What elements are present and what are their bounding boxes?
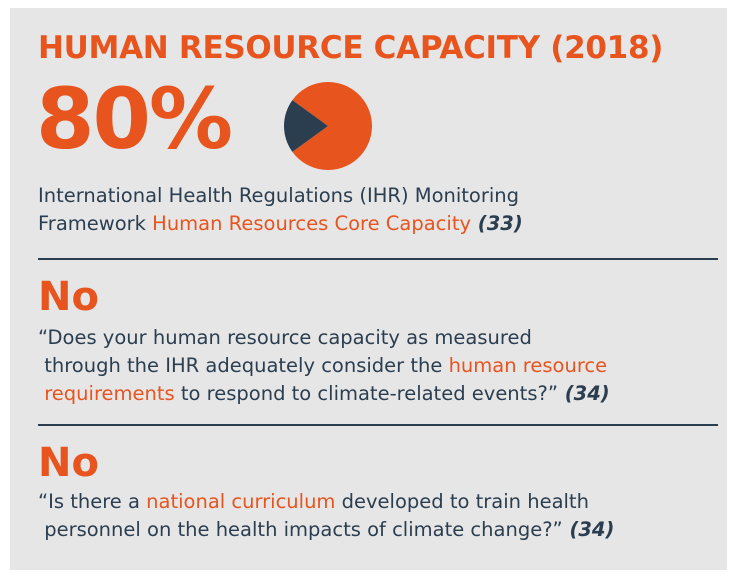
- text-segment: “Does your human resource capacity as me…: [38, 326, 532, 349]
- title: HUMAN RESOURCE CAPACITY (2018): [38, 30, 664, 66]
- text-segment: requirements: [38, 382, 175, 405]
- text-segment: national curriculum: [146, 490, 336, 513]
- text-segment: Framework: [38, 212, 153, 235]
- description: International Health Regulations (IHR) M…: [38, 182, 523, 238]
- text-line: personnel on the health impacts of clima…: [38, 516, 614, 544]
- answer: No: [38, 274, 99, 320]
- pie: [284, 81, 372, 170]
- answer: No: [38, 440, 99, 486]
- card: HUMAN RESOURCE CAPACITY (2018) 80% Inter…: [10, 8, 727, 570]
- text-segment: (34): [557, 382, 610, 405]
- text-line: Framework Human Resources Core Capacity …: [38, 210, 523, 238]
- text-segment: through the IHR adequately consider the: [38, 354, 449, 377]
- text-line: International Health Regulations (IHR) M…: [38, 182, 523, 210]
- pie-slice: [284, 100, 328, 152]
- text-segment: (33): [471, 212, 523, 235]
- text-segment: to respond to climate-related events?”: [174, 382, 558, 405]
- text-line: “Is there a national curriculum develope…: [38, 488, 614, 516]
- text-line: through the IHR adequately consider the …: [38, 352, 610, 380]
- text-segment: Human Resources Core Capacity: [152, 212, 472, 235]
- divider: [38, 258, 718, 260]
- text-line: “Does your human resource capacity as me…: [38, 324, 610, 352]
- question: “Does your human resource capacity as me…: [38, 324, 610, 408]
- stat-label: 80%: [36, 70, 233, 168]
- text-segment: personnel on the health impacts of clima…: [38, 518, 563, 541]
- text-segment: International Health Regulations (IHR) M…: [38, 184, 520, 207]
- question: “Is there a national curriculum develope…: [38, 488, 614, 544]
- text-line: requirements to respond to climate-relat…: [38, 380, 610, 408]
- pie-slice: [292, 81, 372, 170]
- text-segment: developed to train health: [335, 490, 589, 513]
- text-segment: (34): [562, 518, 615, 541]
- text-segment: human resource: [448, 354, 608, 377]
- text-segment: “Is there a: [38, 490, 147, 513]
- divider: [38, 424, 718, 426]
